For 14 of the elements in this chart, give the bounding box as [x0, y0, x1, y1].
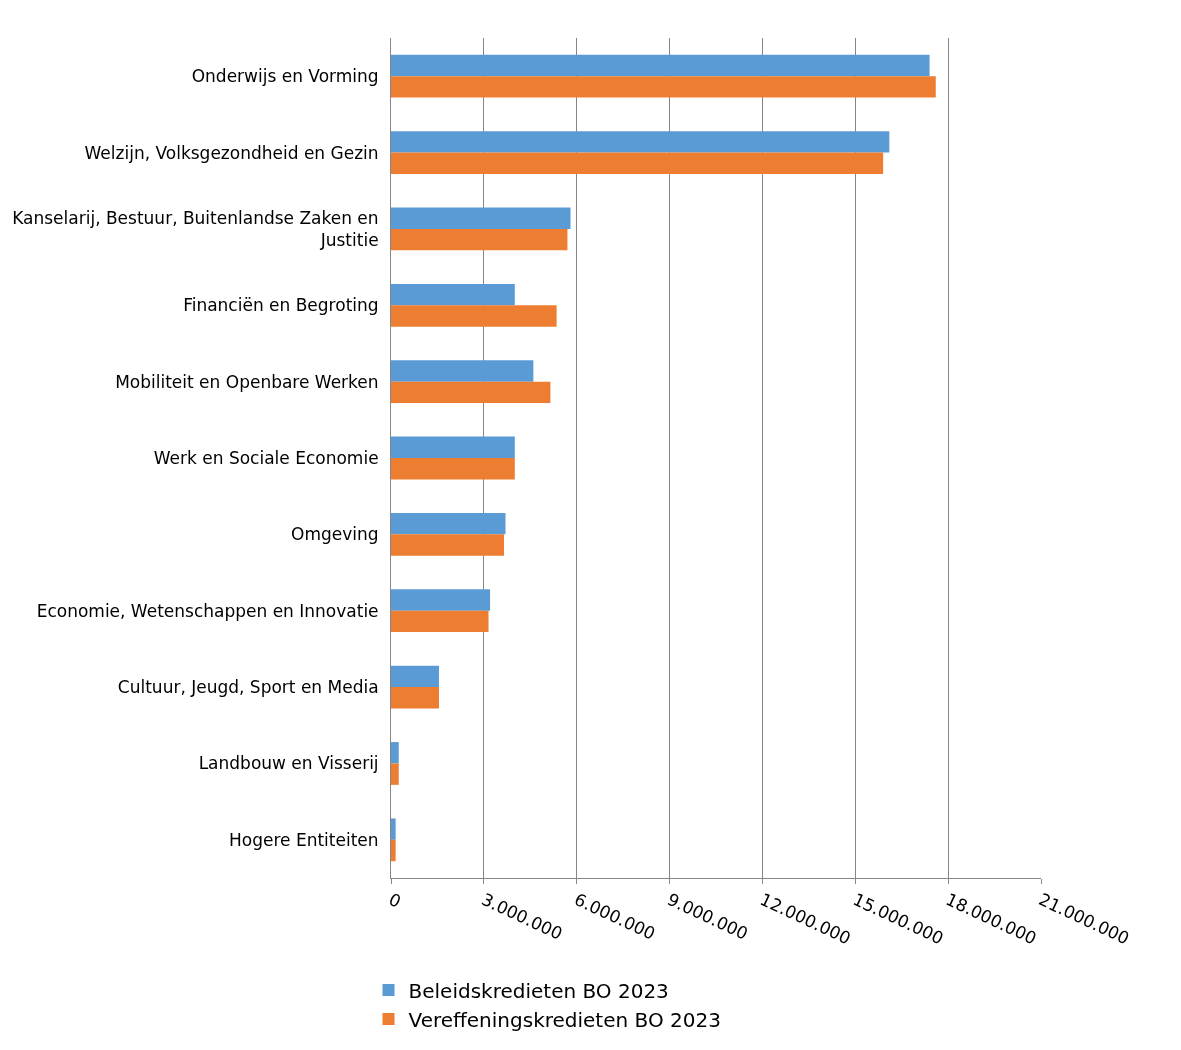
y-tick-label: Cultuur, Jeugd, Sport en Media	[117, 677, 379, 698]
legend-label: Beleidskredieten BO 2023	[408, 978, 669, 1003]
legend-label: Vereffeningskredieten BO 2023	[408, 1007, 721, 1032]
y-tick-label: Werk en Sociale Economie	[153, 447, 379, 468]
y-tick-label: Kanselarij, Bestuur, Buitenlandse Zaken en Justitie	[12, 207, 379, 250]
y-tick-label: Landbouw en Visserij	[198, 753, 379, 774]
y-tick-label: Hogere Entiteiten	[229, 829, 379, 850]
y-tick-label: Mobiliteit en Openbare Werken	[115, 371, 379, 392]
y-tick-label: Omgeving	[291, 524, 379, 545]
y-tick-label: Welzijn, Volksgezondheid en Gezin	[84, 142, 379, 163]
x-tick-label: 0	[385, 889, 404, 912]
y-tick-label: Economie, Wetenschappen en Innovatie	[36, 600, 379, 621]
y-tick-label: Financiën en Begroting	[183, 295, 379, 316]
y-tick-label: Onderwijs en Vorming	[191, 66, 379, 87]
